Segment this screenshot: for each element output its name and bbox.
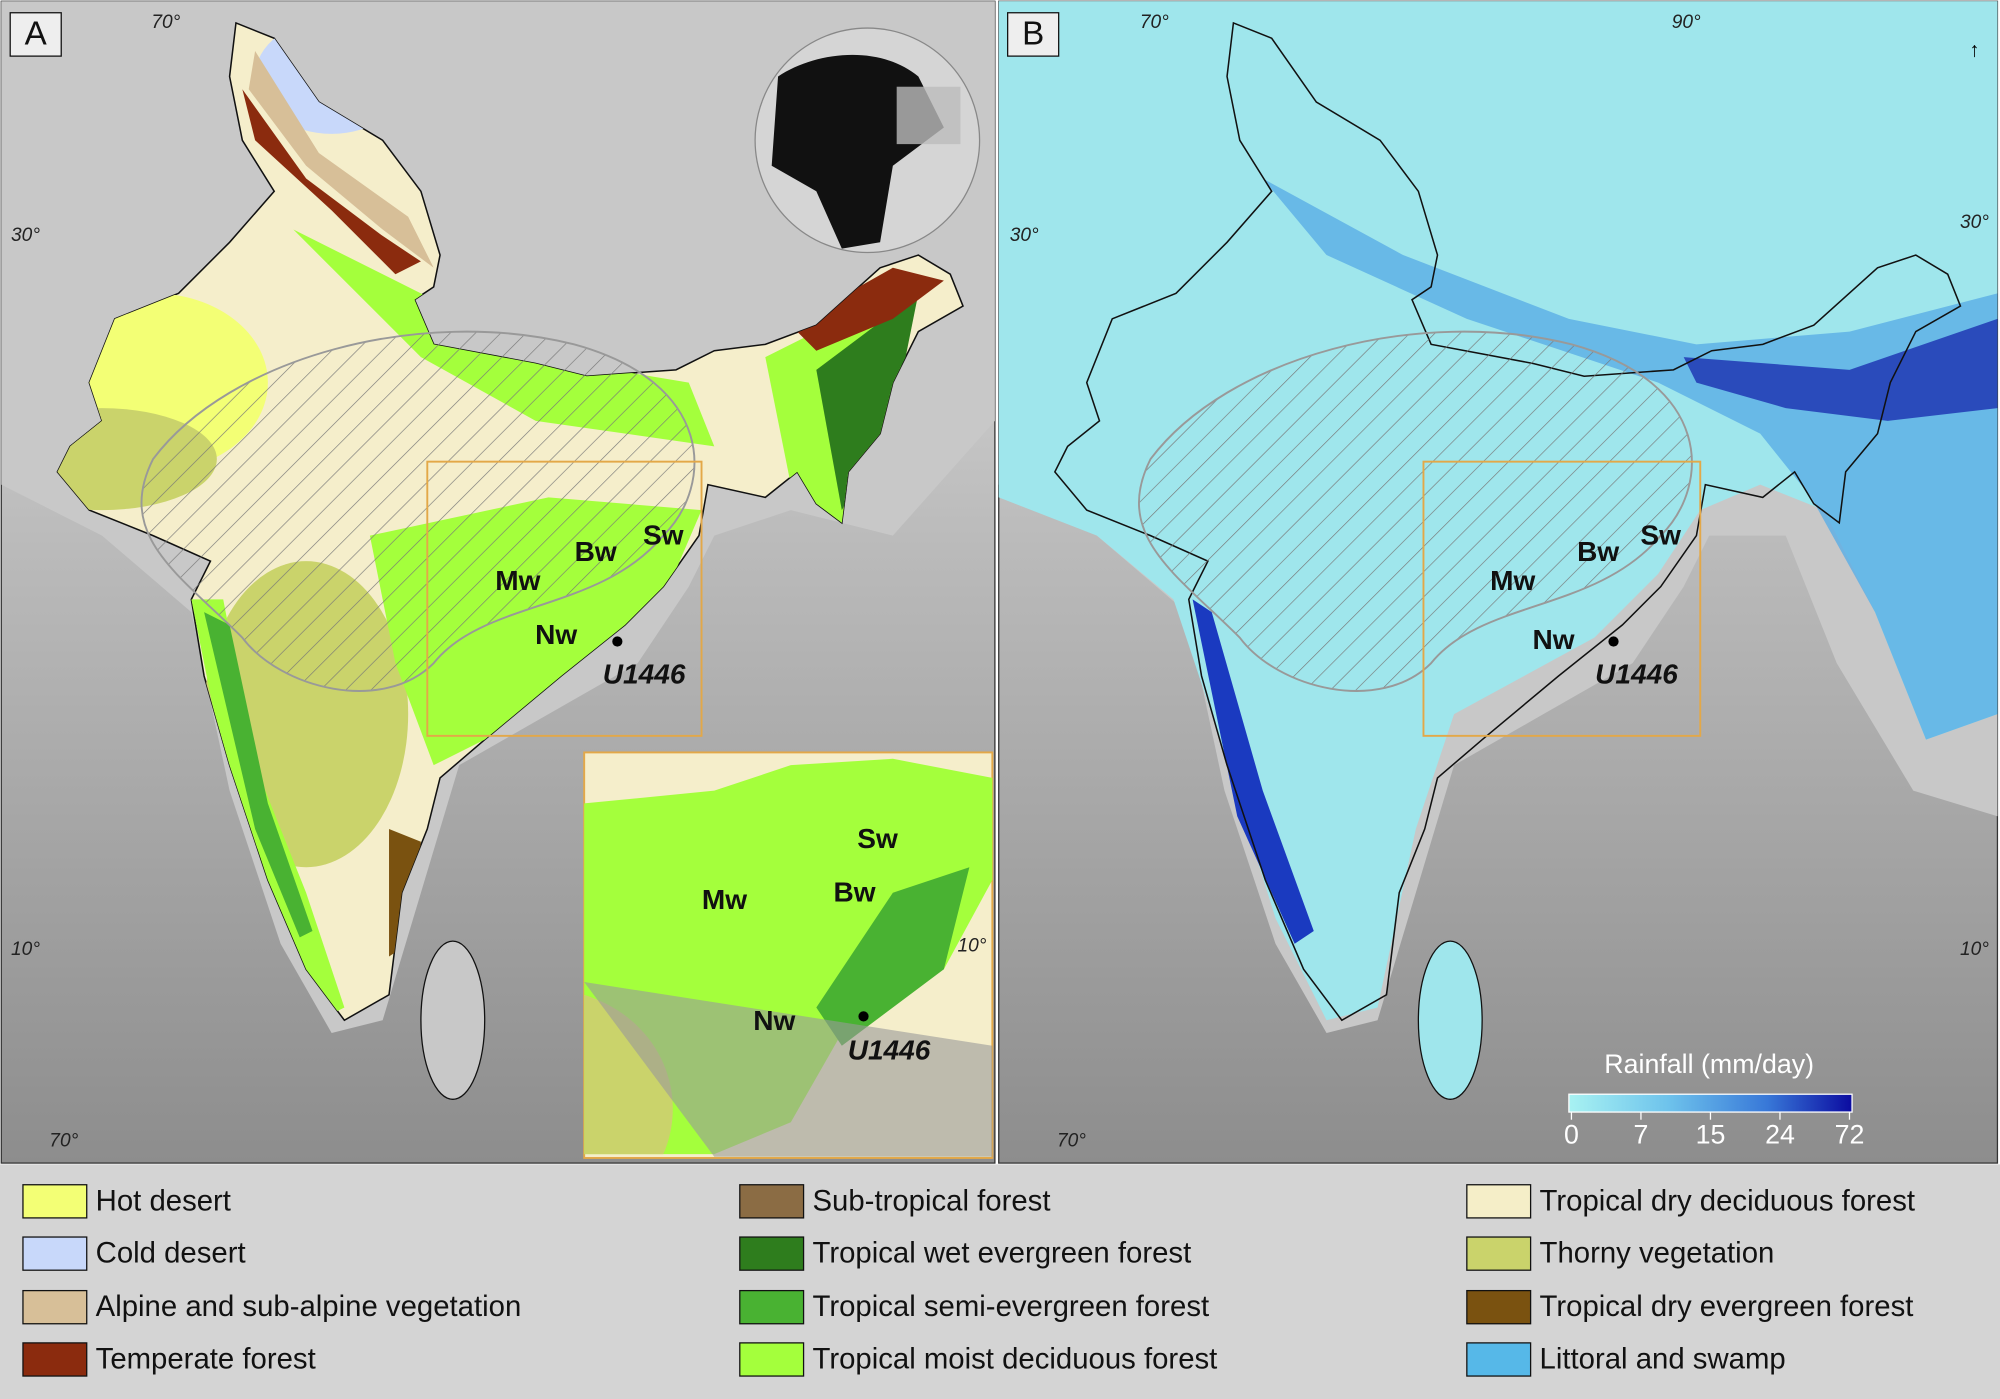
legend-label: Sub-tropical forest [813, 1184, 1051, 1217]
basin-label: Sw [643, 519, 684, 550]
panel-label: A [25, 15, 48, 52]
colorbar-tick-label: 7 [1633, 1119, 1648, 1149]
legend-label: Littoral and swamp [1540, 1342, 1786, 1375]
coord-label: 90° [1672, 12, 1701, 33]
wet-evergreen [816, 293, 919, 511]
legend-label: Tropical dry evergreen forest [1540, 1290, 1914, 1323]
site-marker [858, 1011, 869, 1022]
legend-swatch [739, 1289, 805, 1325]
basin-label: Mw [1490, 565, 1535, 596]
hatched-region [1138, 330, 1693, 692]
basin-label: Bw [1577, 536, 1619, 567]
rainfall-high [1262, 178, 1998, 740]
legend-swatch [1466, 1289, 1532, 1325]
sri-lanka [1417, 940, 1483, 1100]
basin-label: Sw [1640, 519, 1681, 550]
coord-label: 30° [11, 225, 40, 246]
basin-label: Bw [575, 536, 617, 567]
colorbar [1568, 1093, 1853, 1113]
legend: Hot desert Cold desert Alpine and sub-alpi… [22, 1184, 1916, 1377]
coord-label: 70° [49, 1130, 78, 1151]
coord-label: 10° [957, 935, 986, 956]
alpine [248, 51, 434, 268]
site-label: U1446 [603, 658, 686, 689]
panel-label: B [1022, 15, 1044, 52]
panel-a [0, 0, 996, 1164]
legend-label: Thorny vegetation [1540, 1237, 1775, 1270]
basin-label: Sw [857, 823, 898, 854]
coord-label: 70° [1140, 12, 1169, 33]
coord-label: 70° [151, 12, 180, 33]
rainfall-peak [1683, 318, 1998, 421]
globe-box [896, 86, 961, 145]
legend-label: Tropical wet evergreen forest [813, 1237, 1192, 1270]
coord-label: 10° [11, 939, 40, 960]
legend-label: Tropical dry deciduous forest [1540, 1184, 1916, 1217]
legend-label: Tropical semi-evergreen forest [813, 1290, 1210, 1323]
panel-label-box [9, 12, 62, 57]
legend-swatch [739, 1184, 805, 1219]
temperate [790, 267, 944, 351]
legend-swatch [1466, 1236, 1532, 1271]
study-box [1422, 460, 1702, 737]
coord-label: 10° [1960, 939, 1989, 960]
north-arrow: ↑ [1969, 39, 1979, 61]
coord-label: 70° [1057, 1130, 1086, 1151]
basin-label: Nw [535, 619, 577, 650]
colorbar-tick-label: 15 [1696, 1119, 1726, 1149]
site-label: U1446 [1595, 658, 1678, 689]
basin-label: Nw [753, 1005, 795, 1036]
legend-swatch [1466, 1342, 1532, 1377]
colorbar-title: Rainfall (mm/day) [1604, 1049, 1814, 1079]
inset-semi [816, 867, 970, 1046]
sri-lanka [420, 940, 486, 1100]
site-marker [612, 636, 623, 647]
legend-label: Tropical moist deciduous forest [813, 1342, 1218, 1375]
semi-evergreen [204, 612, 313, 938]
legend-swatch [22, 1289, 88, 1325]
coord-label: 30° [1010, 225, 1039, 246]
hatched-region [140, 330, 696, 692]
legend-label: Cold desert [96, 1237, 246, 1270]
colorbar-tick-label: 72 [1835, 1119, 1865, 1149]
site-marker [1608, 636, 1619, 647]
study-box [426, 460, 703, 737]
legend-swatch [22, 1184, 88, 1219]
legend-swatch [1466, 1184, 1532, 1219]
inset-thorny [584, 994, 673, 1155]
legend-label: Hot desert [96, 1184, 231, 1217]
basin-label: Mw [495, 565, 540, 596]
panel-label-box [1007, 12, 1060, 57]
legend-swatch [22, 1236, 88, 1271]
legend-swatch [22, 1342, 88, 1377]
legend-area [0, 1164, 2000, 1399]
temperate [242, 89, 421, 275]
legend-swatch [739, 1342, 805, 1377]
panel-b: ↑ [998, 0, 1999, 1164]
legend-label: Alpine and sub-alpine vegetation [96, 1290, 522, 1323]
coord-label: 30° [1960, 212, 1989, 233]
basin-label: Mw [702, 884, 747, 915]
rainfall-peak [1192, 599, 1314, 944]
basin-label: Nw [1533, 624, 1575, 655]
inset-sea [584, 981, 993, 1157]
legend-swatch [739, 1236, 805, 1271]
colorbar-tick-label: 0 [1564, 1119, 1579, 1149]
basin-label: Bw [834, 876, 876, 907]
legend-label: Temperate forest [96, 1342, 316, 1375]
site-label: U1446 [848, 1035, 931, 1066]
colorbar-tick-label: 24 [1765, 1119, 1795, 1149]
